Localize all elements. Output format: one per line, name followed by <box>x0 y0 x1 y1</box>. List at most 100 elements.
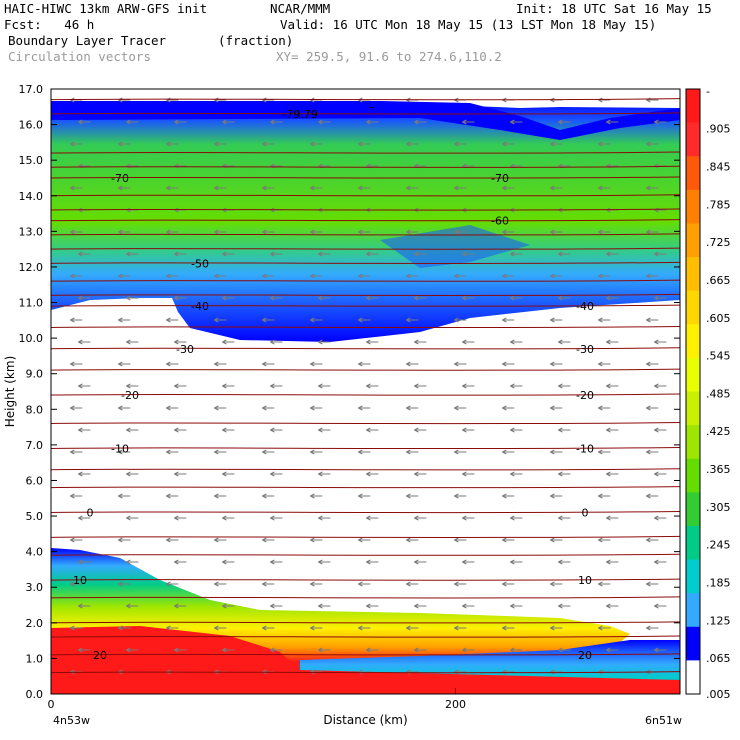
circulation-vector <box>174 427 187 433</box>
circulation-vector <box>598 537 611 543</box>
circulation-vector <box>558 339 571 345</box>
circulation-vector <box>270 339 283 345</box>
circulation-vector <box>166 405 179 411</box>
circulation-vector <box>646 449 659 455</box>
circulation-vector <box>262 229 275 235</box>
circulation-vector <box>414 251 427 257</box>
circulation-vector <box>166 625 179 631</box>
circulation-vector <box>126 383 139 389</box>
isotherm-line <box>50 635 681 638</box>
circulation-vector <box>262 141 275 147</box>
circulation-vector <box>118 141 131 147</box>
circulation-vector <box>462 427 475 433</box>
circulation-vector <box>78 559 91 565</box>
colorbar-label: .665 <box>706 274 731 287</box>
isotherm-line <box>50 151 681 154</box>
isotherm-label: -20 <box>576 389 594 402</box>
circulation-vector <box>78 427 91 433</box>
circulation-vector <box>262 361 275 367</box>
colorbar-swatch <box>686 189 700 224</box>
circulation-vector <box>310 537 323 543</box>
circulation-vector <box>550 625 563 631</box>
circulation-vector <box>454 361 467 367</box>
x-tick-label: 200 <box>445 698 466 711</box>
circulation-vector <box>454 229 467 235</box>
circulation-vector <box>454 185 467 191</box>
circulation-vector <box>510 251 523 257</box>
circulation-vector <box>606 647 619 653</box>
circulation-vector <box>414 515 427 521</box>
circulation-vector <box>270 603 283 609</box>
circulation-vector <box>222 559 235 565</box>
circulation-vector <box>462 515 475 521</box>
circulation-vector <box>174 119 187 125</box>
circulation-vector <box>126 559 139 565</box>
circulation-vector <box>78 339 91 345</box>
circulation-vector <box>598 141 611 147</box>
isotherm-line <box>50 553 681 556</box>
colorbar-swatch <box>686 559 700 594</box>
circulation-vector <box>414 559 427 565</box>
circulation-vector <box>262 317 275 323</box>
circulation-vector <box>70 229 83 235</box>
circulation-vector <box>358 405 371 411</box>
circulation-vector <box>462 559 475 565</box>
circulation-vector <box>654 559 667 565</box>
circulation-vector <box>222 251 235 257</box>
y-tick-label: 4.0 <box>26 546 44 559</box>
circulation-vector <box>174 559 187 565</box>
circulation-vector <box>646 581 659 587</box>
colorbar-label: .905 <box>706 123 731 136</box>
circulation-vector <box>406 449 419 455</box>
circulation-vector <box>598 317 611 323</box>
colorbar-label: .785 <box>706 198 731 211</box>
circulation-vector <box>166 317 179 323</box>
circulation-vector <box>126 339 139 345</box>
circulation-vector <box>598 449 611 455</box>
circulation-vector <box>78 119 91 125</box>
circulation-vector <box>606 515 619 521</box>
circulation-vector <box>270 515 283 521</box>
circulation-vector <box>654 603 667 609</box>
isotherm-line <box>50 446 681 450</box>
circulation-vector <box>646 493 659 499</box>
circulation-vector <box>414 339 427 345</box>
circulation-vector <box>550 185 563 191</box>
circulation-vector <box>598 185 611 191</box>
circulation-vector <box>222 427 235 433</box>
circulation-vector <box>654 383 667 389</box>
circulation-vector <box>262 581 275 587</box>
colorbar-label: .605 <box>706 312 731 325</box>
circulation-vector <box>406 581 419 587</box>
y-tick-label: 2.0 <box>26 617 44 630</box>
circulation-vector <box>558 295 571 301</box>
circulation-vector <box>358 229 371 235</box>
org-label: NCAR/MMM <box>270 1 331 16</box>
isotherm-label: -10 <box>111 442 129 455</box>
circulation-vector <box>510 339 523 345</box>
isotherm-label: -10 <box>576 442 594 455</box>
colorbar-frame <box>685 88 701 695</box>
circulation-vector <box>550 581 563 587</box>
y-tick-label: 10.0 <box>19 332 44 345</box>
y-tick-label: 16.0 <box>19 119 44 132</box>
circulation-vector <box>126 471 139 477</box>
circulation-vector <box>270 383 283 389</box>
circulation-vector <box>70 449 83 455</box>
circulation-vector <box>462 119 475 125</box>
x-axis-label: Distance (km) <box>323 713 407 727</box>
circulation-vector <box>598 581 611 587</box>
y-tick-label: 14.0 <box>19 190 44 203</box>
circulation-vector <box>550 449 563 455</box>
circulation-vector <box>502 361 515 367</box>
colorbar-label: .125 <box>706 614 731 627</box>
isotherm-line <box>50 511 681 514</box>
circulation-vector <box>166 185 179 191</box>
colorbar-label: .245 <box>706 539 731 552</box>
y-tick-label: 9.0 <box>26 368 44 381</box>
isotherm-line <box>50 293 681 297</box>
circulation-vector <box>318 471 331 477</box>
circulation-vector <box>646 317 659 323</box>
circulation-vector <box>406 229 419 235</box>
